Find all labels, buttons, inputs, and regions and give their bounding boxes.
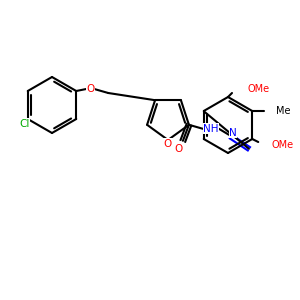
Text: Me: Me bbox=[276, 106, 291, 116]
Text: O: O bbox=[175, 144, 183, 154]
Text: O: O bbox=[164, 139, 172, 149]
Text: OMe: OMe bbox=[271, 140, 293, 150]
Text: N: N bbox=[229, 128, 237, 138]
Text: NH: NH bbox=[203, 124, 219, 134]
Text: O: O bbox=[86, 84, 94, 94]
Text: OMe: OMe bbox=[247, 84, 269, 94]
Text: Cl: Cl bbox=[20, 119, 30, 129]
